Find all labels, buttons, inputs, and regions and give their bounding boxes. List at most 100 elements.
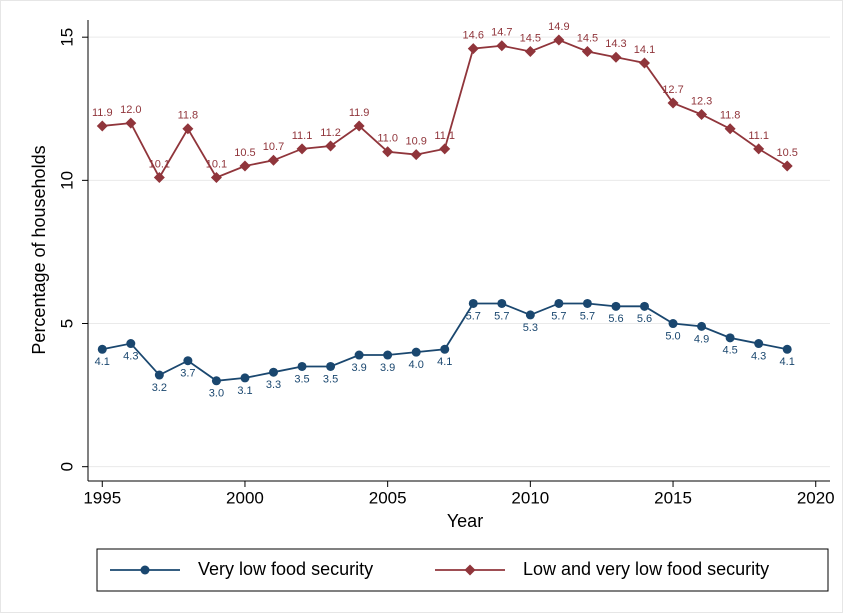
value-label: 10.1 bbox=[206, 158, 227, 170]
value-label: 3.7 bbox=[180, 368, 195, 380]
data-point bbox=[154, 370, 164, 380]
data-point bbox=[183, 356, 193, 366]
value-label: 11.9 bbox=[92, 107, 113, 119]
value-label: 4.1 bbox=[95, 356, 110, 368]
value-label: 10.5 bbox=[776, 147, 797, 159]
value-label: 11.1 bbox=[434, 130, 455, 142]
value-label: 4.0 bbox=[409, 359, 424, 371]
data-point bbox=[239, 160, 251, 172]
value-label: 11.1 bbox=[292, 130, 313, 142]
value-label: 11.8 bbox=[178, 110, 199, 122]
value-label: 12.0 bbox=[120, 104, 141, 116]
value-label: 10.7 bbox=[263, 141, 284, 153]
y-tick-label: 15 bbox=[57, 28, 76, 47]
x-tick-label: 1995 bbox=[83, 488, 121, 507]
legend-label: Low and very low food security bbox=[523, 559, 769, 579]
value-label: 5.3 bbox=[523, 322, 538, 334]
value-label: 14.9 bbox=[548, 21, 569, 33]
data-point bbox=[211, 376, 221, 386]
data-point bbox=[467, 43, 479, 55]
y-tick-label: 0 bbox=[57, 462, 76, 471]
x-tick-label: 2015 bbox=[654, 488, 692, 507]
data-point bbox=[640, 301, 649, 311]
data-point bbox=[581, 45, 593, 57]
value-label: 4.3 bbox=[123, 350, 138, 362]
value-label: 14.3 bbox=[605, 38, 626, 50]
x-tick-label: 2000 bbox=[226, 488, 264, 507]
value-label: 3.0 bbox=[209, 388, 224, 400]
data-point bbox=[210, 171, 222, 183]
data-point bbox=[182, 123, 194, 135]
value-label: 4.9 bbox=[694, 333, 709, 345]
data-point bbox=[611, 301, 621, 311]
value-label: 12.7 bbox=[662, 84, 683, 96]
data-point bbox=[668, 319, 678, 329]
legend-marker bbox=[464, 564, 476, 576]
data-point bbox=[639, 57, 650, 69]
legend-marker bbox=[140, 565, 150, 575]
value-label: 11.9 bbox=[349, 107, 370, 119]
x-axis-title: Year bbox=[447, 511, 483, 531]
data-point bbox=[553, 34, 565, 46]
data-point bbox=[781, 160, 793, 172]
data-point bbox=[440, 344, 450, 354]
value-label: 3.2 bbox=[152, 382, 167, 394]
data-point bbox=[754, 339, 764, 349]
value-label: 5.7 bbox=[466, 310, 481, 322]
data-point bbox=[325, 140, 337, 152]
data-point bbox=[468, 298, 478, 308]
data-point bbox=[497, 298, 507, 308]
data-point bbox=[697, 321, 707, 331]
data-point bbox=[382, 146, 394, 158]
data-point bbox=[383, 350, 393, 360]
value-label: 14.1 bbox=[634, 44, 655, 56]
data-point bbox=[269, 367, 278, 377]
data-point bbox=[125, 117, 137, 129]
value-label: 11.8 bbox=[720, 110, 741, 122]
value-label: 14.7 bbox=[491, 27, 512, 39]
data-point bbox=[410, 149, 422, 161]
data-point bbox=[326, 361, 336, 371]
value-label: 5.7 bbox=[551, 310, 566, 322]
value-label: 11.1 bbox=[748, 130, 769, 142]
data-point bbox=[525, 310, 535, 320]
value-label: 11.0 bbox=[377, 133, 398, 145]
y-axis-title: Percentage of households bbox=[29, 145, 49, 354]
data-point bbox=[724, 123, 736, 135]
data-point bbox=[153, 171, 165, 183]
value-label: 11.2 bbox=[320, 127, 341, 139]
value-label: 12.3 bbox=[691, 95, 712, 107]
y-tick-label: 10 bbox=[57, 171, 76, 190]
value-label: 14.6 bbox=[463, 30, 484, 42]
data-point bbox=[354, 350, 364, 360]
data-point bbox=[582, 298, 592, 308]
value-label: 10.9 bbox=[405, 135, 426, 147]
value-label: 3.9 bbox=[380, 362, 395, 374]
data-point bbox=[411, 347, 421, 357]
data-point bbox=[296, 143, 308, 155]
legend-label: Very low food security bbox=[198, 559, 373, 579]
y-tick-label: 5 bbox=[57, 319, 76, 328]
value-label: 3.3 bbox=[266, 379, 281, 391]
data-point bbox=[753, 143, 765, 155]
data-point bbox=[610, 51, 622, 63]
data-point bbox=[268, 154, 279, 166]
data-point bbox=[297, 361, 307, 371]
data-point bbox=[96, 120, 108, 132]
value-label: 3.5 bbox=[323, 373, 338, 385]
data-point bbox=[126, 339, 136, 349]
data-point bbox=[240, 373, 250, 383]
data-point bbox=[725, 333, 735, 343]
value-label: 5.7 bbox=[494, 310, 509, 322]
value-label: 5.6 bbox=[637, 313, 652, 325]
data-point bbox=[667, 97, 679, 109]
value-label: 10.5 bbox=[234, 147, 255, 159]
value-label: 14.5 bbox=[520, 32, 541, 44]
value-label: 14.5 bbox=[577, 32, 598, 44]
value-label: 3.5 bbox=[294, 373, 309, 385]
x-tick-label: 2005 bbox=[369, 488, 407, 507]
value-label: 4.3 bbox=[751, 350, 766, 362]
data-point bbox=[97, 344, 107, 354]
